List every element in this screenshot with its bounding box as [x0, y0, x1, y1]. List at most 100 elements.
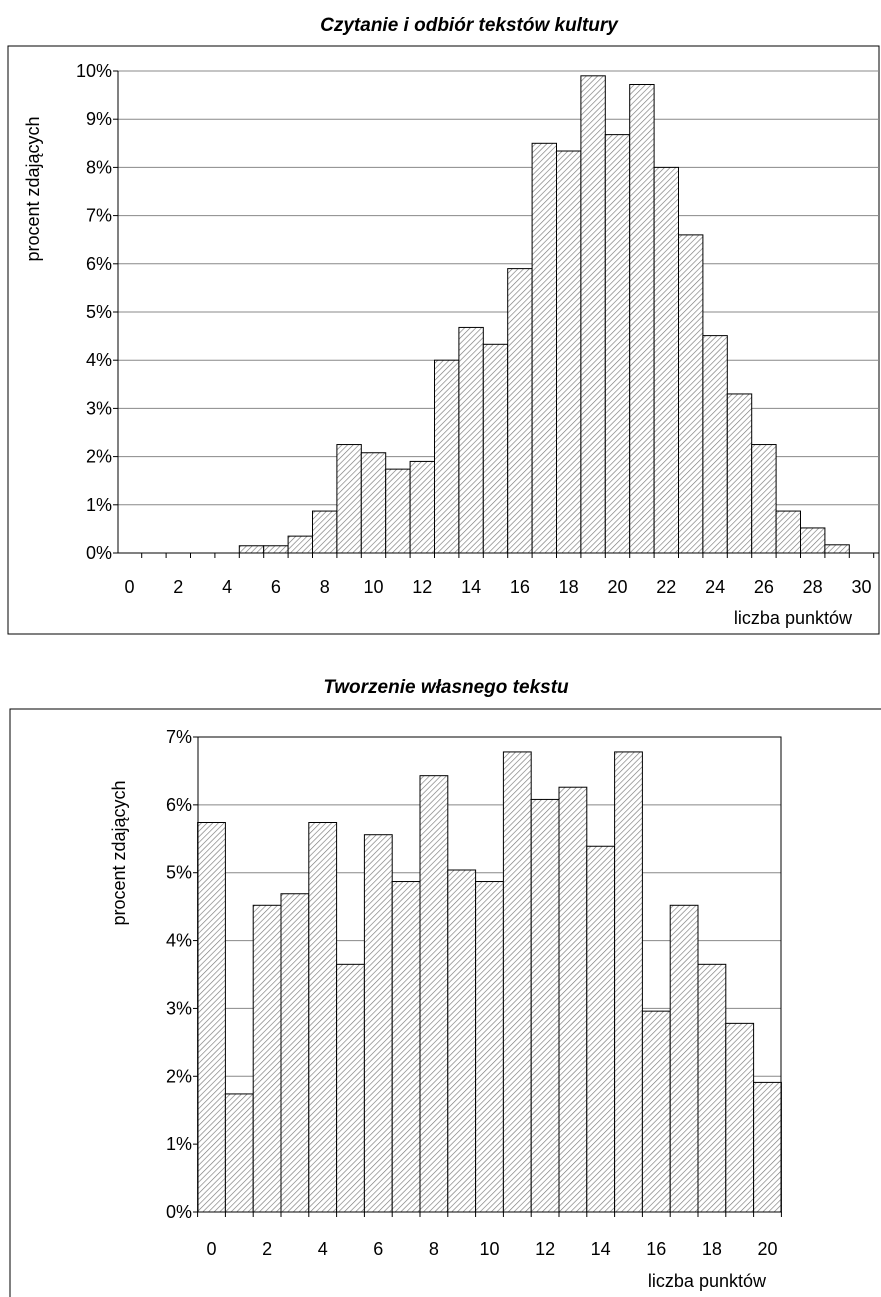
x-tick-label: 2 [173, 577, 183, 597]
x-tick-label: 4 [222, 577, 232, 597]
bar [197, 822, 226, 1213]
y-tick-label: 7% [166, 727, 192, 747]
bar [726, 393, 753, 554]
bar [556, 150, 582, 554]
bar [391, 881, 421, 1213]
y-tick-label: 3% [86, 398, 112, 418]
x-tick-label: 10 [479, 1239, 499, 1259]
chart1-title: Czytanie i odbiór tekstów kultury [320, 15, 619, 36]
y-tick-label: 6% [86, 254, 112, 274]
y-tick-label: 5% [86, 302, 112, 322]
x-tick-label: 24 [705, 577, 725, 597]
chart2-frame [9, 708, 881, 1297]
x-tick-label: 8 [320, 577, 330, 597]
y-tick-label: 2% [86, 447, 112, 467]
chart2-title: Tworzenie własnego tekstu [323, 677, 569, 698]
x-tick-label: 4 [318, 1239, 328, 1259]
bar [586, 845, 616, 1213]
x-tick-label: 16 [510, 577, 530, 597]
bar [824, 544, 850, 554]
bar [531, 142, 557, 554]
chart1-axes [113, 70, 879, 558]
chart1-y-tick-labels: 0% 1% 2% 3% 4% 5% 6% 7% 8% 9% 10% [76, 61, 112, 563]
bar [312, 510, 338, 554]
bar [224, 1093, 254, 1213]
x-tick-label: 6 [373, 1239, 383, 1259]
bar [697, 963, 727, 1213]
bar [702, 335, 728, 554]
x-tick-label: 6 [271, 577, 281, 597]
bar [800, 527, 826, 554]
bar [580, 75, 606, 554]
bar [434, 359, 460, 554]
y-tick-label: 1% [86, 495, 112, 515]
bar [653, 166, 679, 554]
y-tick-label: 9% [86, 109, 112, 129]
bar [360, 452, 387, 554]
x-tick-label: 20 [607, 577, 627, 597]
y-tick-label: 3% [166, 998, 192, 1018]
x-tick-label: 28 [803, 577, 823, 597]
bar [669, 904, 699, 1213]
y-tick-label: 1% [166, 1134, 192, 1154]
x-tick-label: 0 [206, 1239, 216, 1259]
x-tick-label: 22 [656, 577, 676, 597]
bar [447, 869, 477, 1213]
y-tick-label: 4% [86, 350, 112, 370]
x-tick-label: 0 [124, 577, 134, 597]
x-tick-label: 16 [646, 1239, 666, 1259]
bar [458, 326, 484, 554]
chart2-bars [197, 751, 782, 1213]
bar [409, 460, 436, 554]
chart2-x-tick-labels: 0 2 4 6 8 10 12 14 16 18 20 [206, 1239, 777, 1259]
bar [475, 881, 504, 1213]
bar [530, 798, 560, 1213]
bar [385, 468, 411, 554]
bar [419, 775, 449, 1213]
x-tick-label: 20 [757, 1239, 777, 1259]
bar [482, 343, 509, 554]
chart2-x-axis-label: liczba punktów [648, 1271, 767, 1291]
x-tick-label: 14 [461, 577, 481, 597]
x-tick-label: 10 [363, 577, 383, 597]
y-tick-label: 0% [166, 1202, 192, 1222]
chart1-x-tick-labels: 0 2 4 6 8 10 12 14 16 18 20 22 24 26 28 30 [124, 577, 871, 597]
bar [363, 834, 393, 1213]
bar [252, 904, 282, 1213]
chart1-y-axis-label: procent zdających [23, 116, 43, 261]
y-tick-label: 7% [86, 206, 112, 226]
x-tick-label: 14 [591, 1239, 611, 1259]
bar [775, 510, 801, 554]
bar [507, 268, 533, 554]
x-tick-label: 30 [851, 577, 871, 597]
chart1-x-axis-label: liczba punktów [734, 608, 853, 628]
bar [336, 444, 362, 554]
x-tick-label: 26 [754, 577, 774, 597]
chart2-axes [193, 736, 782, 1217]
bar [336, 963, 365, 1213]
y-tick-label: 2% [166, 1066, 192, 1086]
bar [280, 893, 310, 1213]
bar [558, 786, 588, 1213]
bar [753, 1081, 782, 1213]
y-tick-label: 4% [166, 931, 192, 951]
y-tick-label: 5% [166, 863, 192, 883]
bar [263, 545, 289, 554]
x-tick-label: 18 [559, 577, 579, 597]
bar [604, 134, 631, 554]
x-tick-label: 18 [702, 1239, 722, 1259]
x-tick-label: 8 [429, 1239, 439, 1259]
bar [641, 1010, 671, 1213]
bar [502, 751, 532, 1213]
chart1-frame [7, 45, 880, 635]
y-tick-label: 6% [166, 795, 192, 815]
x-tick-label: 12 [535, 1239, 555, 1259]
y-tick-label: 8% [86, 157, 112, 177]
bar [614, 751, 643, 1213]
bar [725, 1022, 755, 1213]
chart2-y-tick-labels: 0% 1% 2% 3% 4% 5% 6% 7% [166, 727, 192, 1222]
chart2-y-axis-label: procent zdających [109, 780, 129, 925]
y-tick-label: 10% [76, 61, 112, 81]
bar [751, 444, 777, 554]
